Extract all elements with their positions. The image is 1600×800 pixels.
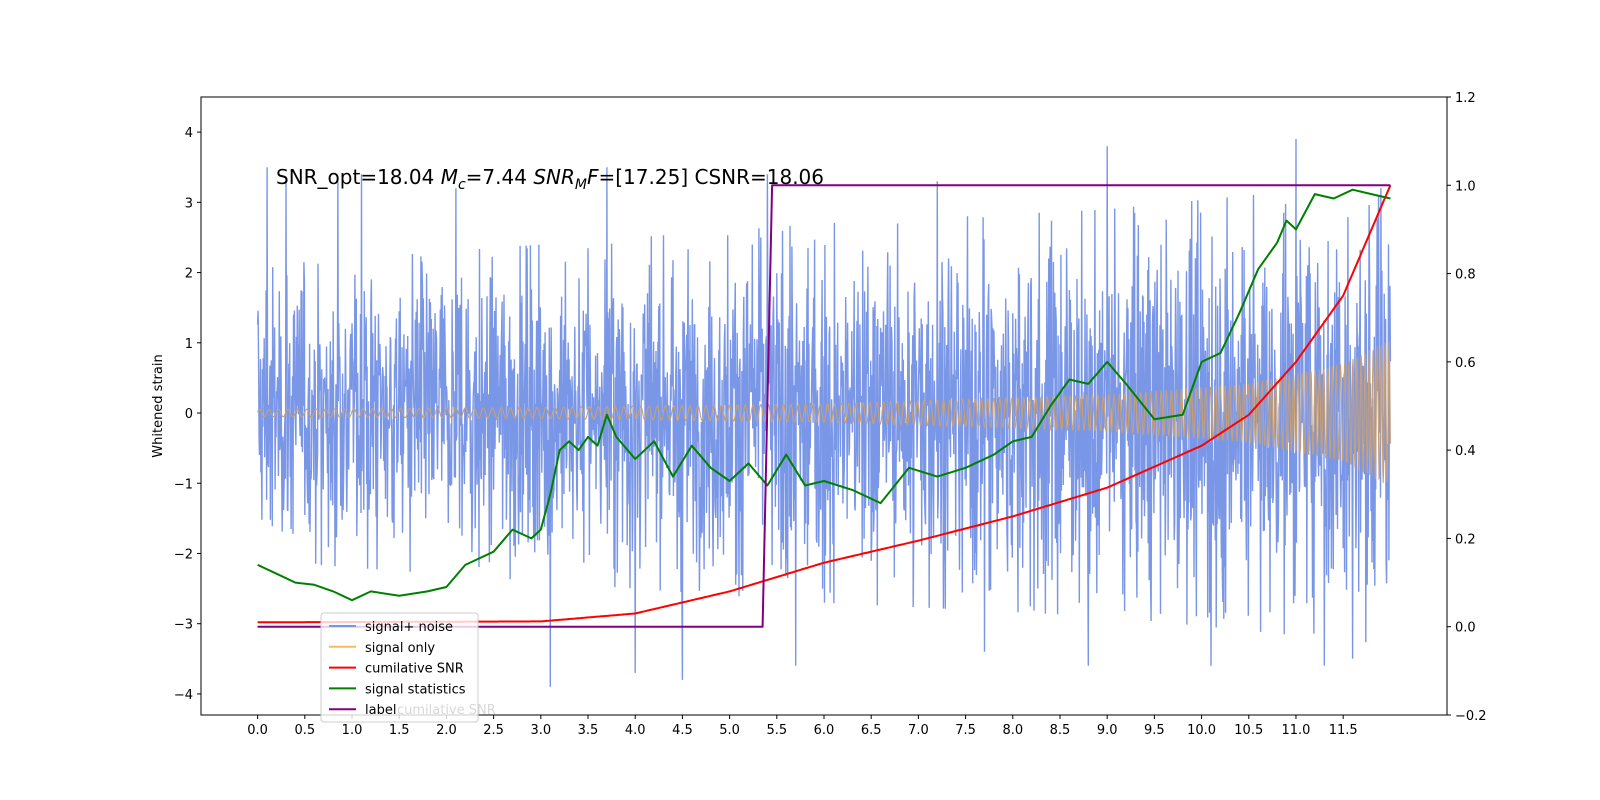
x-tick-label: 2.0 xyxy=(436,723,457,738)
y-tick-label: 3 xyxy=(185,196,193,211)
y2-tick-label: 1.0 xyxy=(1455,179,1476,194)
x-tick-label: 0.0 xyxy=(247,723,268,738)
y-tick-label: 2 xyxy=(185,267,193,282)
y-tick-label: 4 xyxy=(185,126,193,141)
x-tick-label: 4.0 xyxy=(625,723,646,738)
x-tick-label: 9.0 xyxy=(1097,723,1118,738)
x-tick-label: 0.5 xyxy=(294,723,315,738)
series-label xyxy=(257,184,1391,628)
y-tick-label: −3 xyxy=(174,618,193,633)
legend-label: signal statistics xyxy=(365,682,466,697)
y2-tick-label: 0.0 xyxy=(1455,621,1476,636)
y-axis-left: 4 3 2 1 0 −1 −2 −3 −4 xyxy=(174,126,201,703)
x-tick-label: 2.5 xyxy=(483,723,504,738)
x-tick-label: 1.5 xyxy=(389,723,410,738)
y2-tick-label: 1.2 xyxy=(1455,91,1476,106)
x-tick-label: 6.0 xyxy=(814,723,835,738)
y-axis-label: Whitened strain xyxy=(151,354,166,457)
legend-hidden-text: cumilative SNR xyxy=(397,703,496,718)
y-tick-label: −4 xyxy=(174,688,193,703)
x-tick-label: 11.0 xyxy=(1281,723,1310,738)
legend-box xyxy=(320,612,479,723)
legend: cumilative SNR signal+ noise signal only c… xyxy=(320,612,496,723)
series-signal-noise xyxy=(256,139,1392,687)
x-tick-label: 1.0 xyxy=(342,723,363,738)
series-signal-statistics xyxy=(257,188,1391,602)
legend-label: signal only xyxy=(365,641,435,656)
x-tick-label: 4.5 xyxy=(672,723,693,738)
annotation: SNR_opt=18.04 Mc=7.44 SNRMF=[17.25] CSNR… xyxy=(276,165,824,193)
y2-tick-label: 0.8 xyxy=(1455,268,1476,283)
x-tick-label: 11.5 xyxy=(1329,723,1358,738)
x-tick-label: 5.5 xyxy=(766,723,787,738)
x-tick-label: 9.5 xyxy=(1144,723,1165,738)
y-tick-label: 0 xyxy=(185,407,193,422)
x-tick-label: 5.0 xyxy=(719,723,740,738)
x-tick-label: 3.0 xyxy=(530,723,551,738)
x-tick-label: 10.0 xyxy=(1187,723,1216,738)
y2-tick-label: 0.6 xyxy=(1455,356,1476,371)
y-tick-label: −2 xyxy=(174,547,193,562)
x-tick-label: 10.5 xyxy=(1234,723,1263,738)
x-axis: 0.0 0.5 1.0 1.5 2.0 2.5 3.0 3.5 4.0 4.5 5.0 5.5 6.0 6… xyxy=(247,715,1358,738)
x-tick-label: 6.5 xyxy=(861,723,882,738)
legend-label: cumilative SNR xyxy=(365,662,464,677)
x-tick-label: 8.5 xyxy=(1050,723,1071,738)
legend-label: label xyxy=(365,703,396,718)
x-tick-label: 3.5 xyxy=(578,723,599,738)
y-tick-label: 1 xyxy=(185,337,193,352)
legend-label: signal+ noise xyxy=(365,620,453,635)
y-tick-label: −1 xyxy=(174,477,193,492)
y2-tick-label: 0.4 xyxy=(1455,444,1476,459)
x-tick-label: 8.0 xyxy=(1002,723,1023,738)
series-signal-only xyxy=(257,341,1391,484)
y2-tick-label: −0.2 xyxy=(1455,709,1487,724)
x-tick-label: 7.0 xyxy=(908,723,929,738)
y-axis-right: 1.2 1.0 0.8 0.6 0.4 0.2 0.0 −0.2 xyxy=(1447,91,1487,724)
y2-tick-label: 0.2 xyxy=(1455,532,1476,547)
x-tick-label: 7.5 xyxy=(955,723,976,738)
